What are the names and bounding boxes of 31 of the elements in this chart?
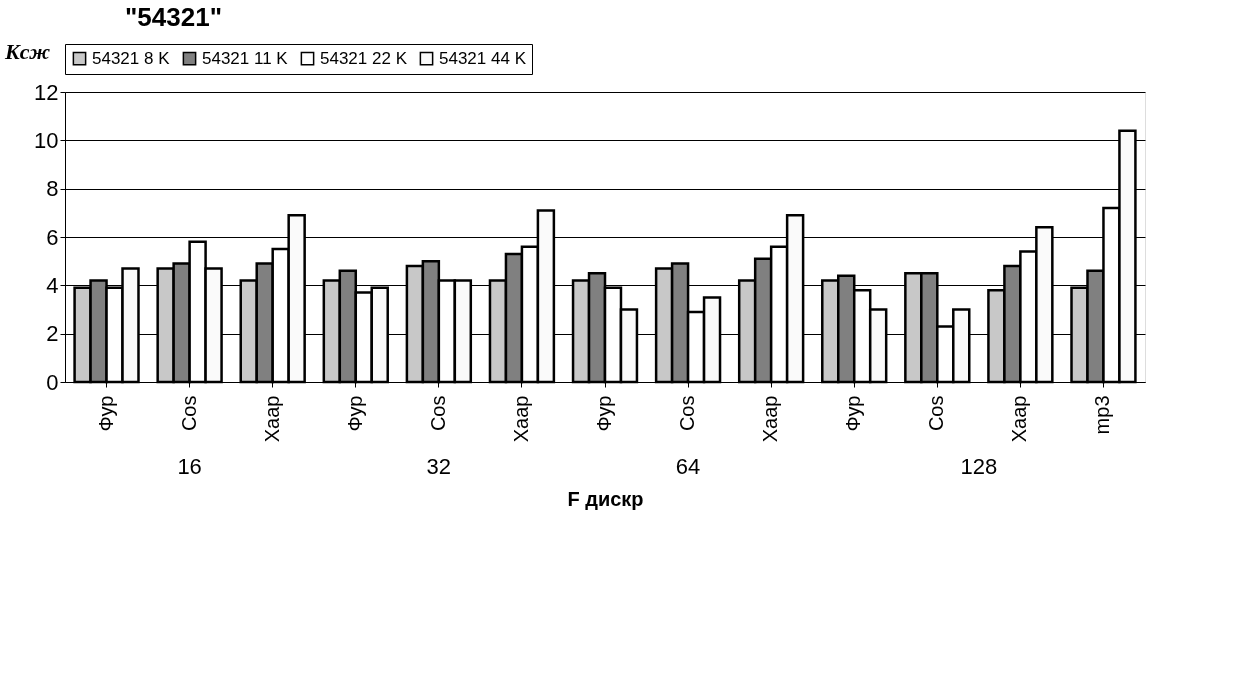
y-tick-label: 0	[46, 369, 59, 395]
text: 32	[426, 454, 452, 479]
x-tick-label: Хаар	[1008, 395, 1031, 443]
text: 16	[177, 454, 202, 479]
legend-label: 54321 8 K	[92, 48, 171, 68]
y-tick-label: 4	[46, 272, 59, 298]
x-tick-label: Фур	[593, 395, 615, 432]
x-tick-label: Cos	[177, 395, 200, 432]
y-tick-label: 10	[34, 127, 59, 153]
x-tick-label: mp3	[1091, 395, 1114, 435]
x-tick-label: Хаар	[260, 395, 283, 443]
x-tick-label: Cos	[676, 395, 699, 432]
y-axis-title: Kсж	[4, 39, 51, 64]
chart-title: "54321"	[125, 2, 222, 32]
x-tick-label: Фур	[343, 395, 366, 432]
legend-label: 54321 11 K	[202, 48, 289, 68]
legend-label: 54321 22 K	[320, 48, 408, 68]
x-axis-title: F дискр	[567, 488, 644, 511]
legend-label: 54321 44 K	[439, 48, 527, 68]
x-tick-label: Фур	[94, 395, 117, 432]
text: 64	[675, 454, 701, 479]
y-tick-label: 2	[46, 321, 59, 347]
x-tick-label: Фур	[842, 395, 865, 432]
y-tick-label: 6	[46, 224, 59, 250]
x-tick-label: Хаар	[509, 395, 532, 443]
y-tick-label: 12	[34, 79, 59, 105]
x-tick-label: Cos	[426, 395, 449, 432]
text: 128	[960, 454, 998, 479]
y-tick-label: 8	[46, 176, 59, 202]
x-tick-label: Хаар	[759, 395, 782, 443]
x-tick-label: Cos	[925, 395, 948, 432]
